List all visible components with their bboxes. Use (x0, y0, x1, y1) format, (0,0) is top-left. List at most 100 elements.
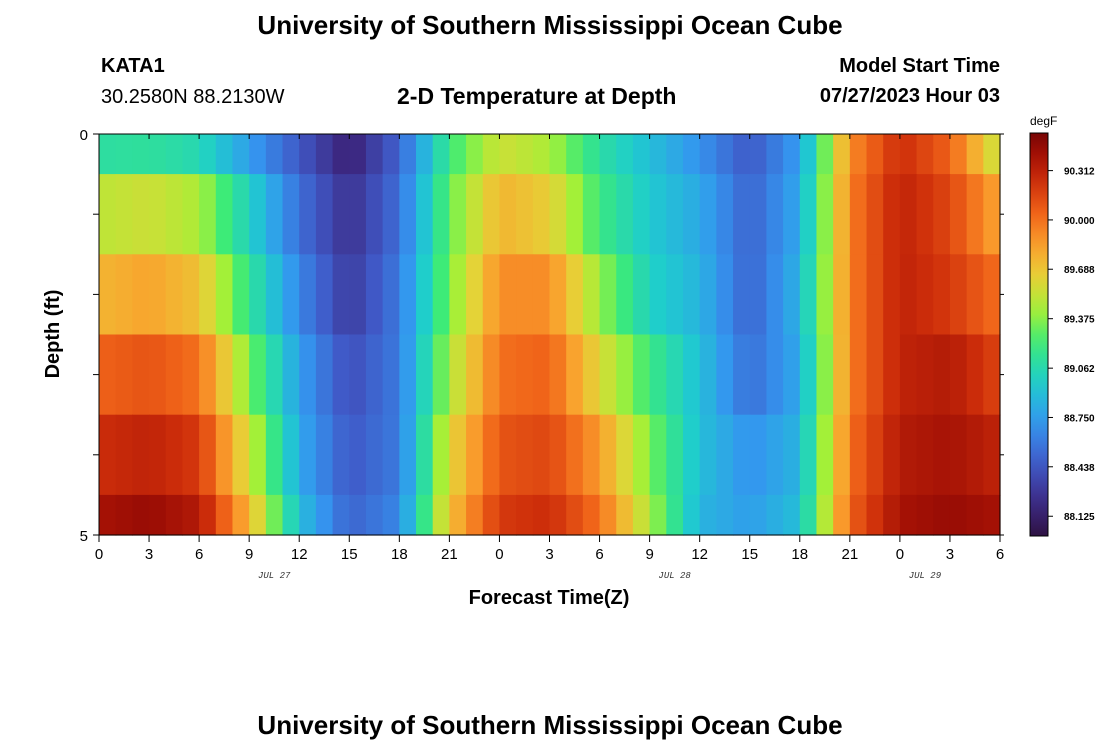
x-tick-label: 0 (495, 546, 503, 563)
heatmap-cell (215, 134, 234, 175)
heatmap-cell (849, 494, 868, 536)
heatmap-cell (416, 134, 434, 175)
heatmap-cell (99, 414, 117, 496)
heatmap-cell (466, 134, 484, 175)
heatmap-cell (632, 134, 651, 175)
heatmap-cell (649, 494, 667, 536)
heatmap-cell (666, 254, 684, 336)
heatmap-cell (149, 414, 167, 496)
heatmap-cell (349, 494, 367, 536)
heatmap-cell (916, 174, 934, 255)
heatmap-cell (332, 174, 350, 255)
heatmap-cell (416, 414, 434, 496)
heatmap-cell (783, 334, 801, 416)
heatmap-cell (416, 494, 434, 536)
heatmap-cell (883, 134, 901, 175)
x-tick-label: 6 (595, 546, 603, 563)
heatmap-cell (899, 494, 918, 536)
heatmap-cell (582, 414, 601, 496)
heatmap-cell (215, 414, 234, 496)
heatmap-cell (799, 134, 818, 175)
heatmap-cell (616, 494, 634, 536)
heatmap-cell (482, 334, 501, 416)
heatmap-cell (466, 174, 484, 255)
heatmap-cell (315, 334, 334, 416)
heatmap-cell (616, 254, 634, 336)
heatmap-cell (382, 494, 400, 536)
heatmap-cell (883, 174, 901, 255)
heatmap-cell (966, 334, 984, 416)
heatmap-cell (632, 414, 651, 496)
heatmap-cell (115, 254, 133, 336)
model-start-label: Model Start Time (839, 55, 1000, 77)
heatmap-cell (816, 174, 834, 255)
heatmap-cell (282, 414, 300, 496)
heatmap-cell (716, 134, 734, 175)
heatmap-cell (165, 134, 184, 175)
heatmap-cell (232, 414, 250, 496)
heatmap-cell (165, 494, 184, 536)
heatmap-cell (716, 494, 734, 536)
heatmap-cell (365, 174, 384, 255)
heatmap-cell (866, 414, 884, 496)
heatmap-cell (282, 134, 300, 175)
heatmap-cell (532, 414, 551, 496)
heatmap-cells (99, 134, 1001, 536)
heatmap-cell (599, 414, 617, 496)
heatmap-cell (716, 254, 734, 336)
x-tick-label: 0 (896, 546, 904, 563)
colorbar-ramp (1029, 132, 1049, 537)
heatmap-cell (265, 134, 284, 175)
heatmap-cell (449, 254, 467, 336)
heatmap-cell (382, 254, 400, 336)
heatmap-cell (783, 494, 801, 536)
heatmap-cell (933, 414, 951, 496)
heatmap-cell (766, 414, 784, 496)
heatmap-cell (749, 494, 768, 536)
heatmap-cell (182, 134, 200, 175)
heatmap-cell (549, 334, 567, 416)
heatmap-cell (365, 134, 384, 175)
heatmap-cell (616, 174, 634, 255)
heatmap-cell (682, 334, 701, 416)
heatmap-cell (549, 494, 567, 536)
x-tick-label: 18 (391, 546, 408, 563)
heatmap-cell (616, 134, 634, 175)
colorbar-tick-label: 89.688 (1064, 265, 1095, 276)
heatmap-cell (916, 254, 934, 336)
heatmap-cell (866, 134, 884, 175)
heatmap-cell (849, 134, 868, 175)
footer-title: University of Southern Mississippi Ocean… (257, 710, 843, 740)
heatmap-cell (365, 414, 384, 496)
heatmap-cell (582, 134, 601, 175)
heatmap-cell (799, 494, 818, 536)
heatmap-cell (899, 134, 918, 175)
heatmap-cell (349, 174, 367, 255)
heatmap-cell (582, 494, 601, 536)
x-axis: 0 3 6 9 12 15 18 21 0 3 6 9 12 15 18 21 0 3 6 JUL 27 JUL 28 J… (95, 134, 1004, 581)
heatmap-cell (282, 334, 300, 416)
x-tick-label: 9 (245, 546, 253, 563)
heatmap-cell (332, 494, 350, 536)
heatmap-cell (933, 334, 951, 416)
heatmap-cell (816, 414, 834, 496)
heatmap-cell (432, 134, 450, 175)
x-tick-label: 21 (841, 546, 858, 563)
heatmap-cell (799, 414, 818, 496)
heatmap-cell (249, 494, 267, 536)
heatmap-cell (432, 414, 450, 496)
heatmap-cell (666, 334, 684, 416)
heatmap-cell (783, 134, 801, 175)
heatmap-cell (749, 254, 768, 336)
x-date-label: JUL 27 (258, 571, 291, 581)
heatmap-cell (849, 254, 868, 336)
y-tick-label: 0 (80, 127, 88, 144)
heatmap-cell (432, 494, 450, 536)
heatmap-cell (632, 334, 651, 416)
x-tick-label: 15 (341, 546, 358, 563)
heatmap-cell (399, 174, 417, 255)
heatmap-cell (566, 334, 584, 416)
heatmap-cell (416, 174, 434, 255)
y-axis: 05 (80, 127, 1004, 545)
heatmap-cell (733, 174, 751, 255)
